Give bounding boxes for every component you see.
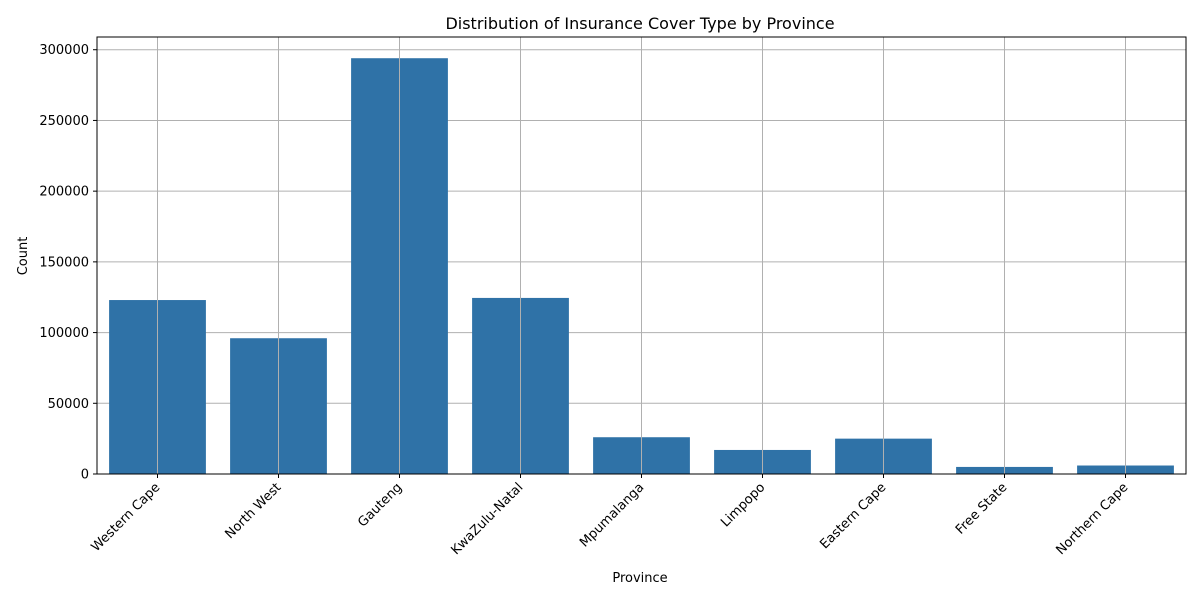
chart-title: Distribution of Insurance Cover Type by …	[445, 14, 834, 33]
y-tick-label: 300000	[39, 43, 89, 58]
y-tick-label: 50000	[48, 397, 89, 412]
y-tick-label: 250000	[39, 114, 89, 129]
y-axis-label: Count	[16, 237, 31, 276]
x-axis-label: Province	[612, 571, 667, 586]
y-tick-label: 0	[81, 468, 89, 483]
y-tick-label: 150000	[39, 255, 89, 270]
x-grid-layer	[157, 37, 1126, 474]
y-tick-label: 100000	[39, 326, 89, 341]
y-tick-label: 200000	[39, 185, 89, 200]
